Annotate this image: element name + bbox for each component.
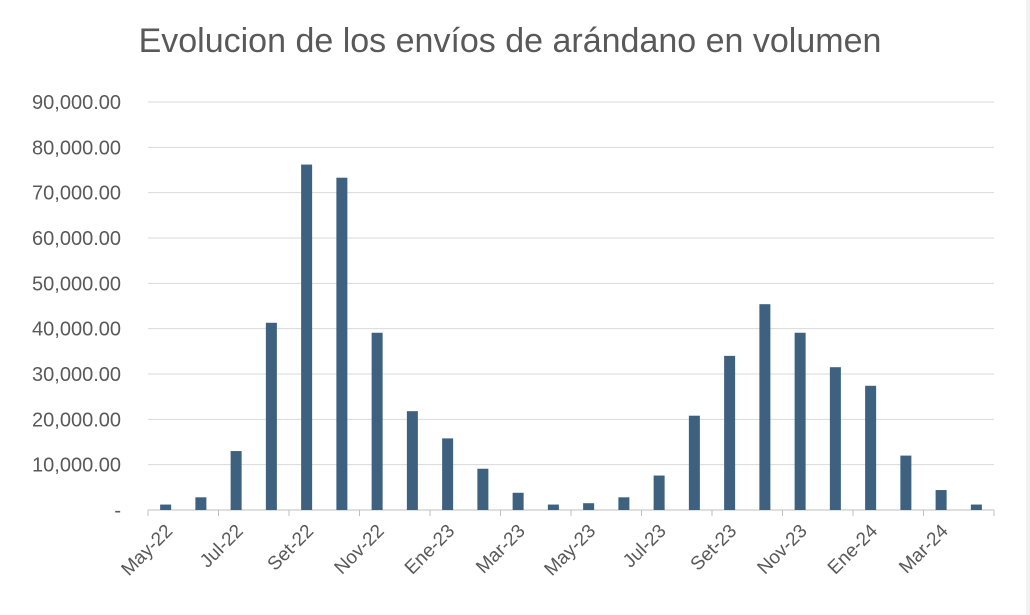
x-tick-label: Ene-24 [824, 520, 882, 578]
bar [406, 411, 418, 510]
x-tick-label: Mar-23 [472, 521, 529, 578]
y-tick-label: 70,000.00 [32, 183, 121, 205]
y-tick-label: 80,000.00 [32, 137, 121, 159]
x-tick-label: Jul-22 [196, 521, 247, 572]
bar [512, 492, 524, 510]
bar [301, 164, 313, 510]
chart-title: Evolucion de los envíos de arándano en v… [138, 22, 882, 60]
y-tick-label: 10,000.00 [32, 455, 121, 477]
window-edge [1026, 0, 1030, 615]
bar [688, 415, 700, 510]
bar [583, 503, 595, 510]
bar [829, 367, 841, 510]
x-tick-label: Jul-23 [619, 521, 670, 572]
bar [195, 497, 207, 510]
bar [371, 332, 383, 510]
bar [900, 455, 912, 510]
bar [759, 304, 771, 510]
bar [442, 438, 454, 510]
bar [265, 322, 277, 510]
y-tick-label: 90,000.00 [32, 92, 121, 114]
bar [160, 504, 172, 510]
bar [336, 177, 348, 510]
y-tick-label: 50,000.00 [32, 273, 121, 295]
x-tick-label: May-23 [541, 521, 601, 581]
y-tick-label: 30,000.00 [32, 364, 121, 386]
x-tick-label: Mar-24 [895, 520, 953, 578]
x-tick-label: Nov-22 [331, 521, 389, 579]
bar [477, 468, 489, 510]
x-tick-label: Nov-23 [754, 521, 812, 579]
bar [230, 451, 242, 510]
bar [724, 355, 736, 510]
bar [970, 504, 982, 510]
y-tick-label: 60,000.00 [32, 228, 121, 250]
y-tick-label: 20,000.00 [32, 409, 121, 431]
bar [547, 504, 559, 510]
y-tick-label: - [114, 500, 121, 522]
bar [618, 497, 630, 510]
x-tick-label: May-22 [118, 521, 178, 581]
x-tick-label: Set-22 [264, 521, 318, 575]
x-tick-label: Ene-23 [401, 521, 459, 579]
bar [865, 385, 877, 510]
bar [935, 490, 947, 510]
x-tick-label: Set-23 [687, 521, 741, 575]
bar [653, 475, 665, 510]
y-tick-label: 40,000.00 [32, 319, 121, 341]
bar [794, 332, 806, 510]
